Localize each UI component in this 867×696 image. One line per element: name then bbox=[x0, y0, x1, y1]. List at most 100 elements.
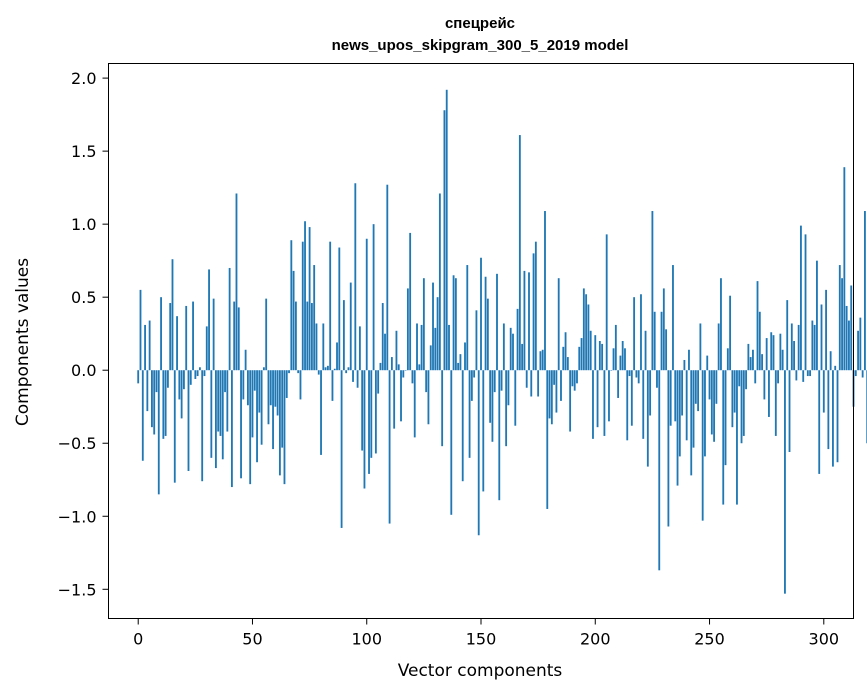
bar bbox=[374, 370, 377, 454]
bar bbox=[850, 285, 853, 371]
bar bbox=[306, 301, 309, 371]
bar bbox=[317, 370, 320, 375]
y-tick-label: 0.5 bbox=[71, 288, 96, 307]
bar bbox=[578, 346, 581, 371]
bar bbox=[265, 298, 268, 371]
bar bbox=[425, 370, 428, 393]
bar bbox=[669, 370, 672, 426]
bar bbox=[790, 323, 793, 371]
bar bbox=[518, 135, 521, 371]
bar bbox=[505, 370, 508, 447]
bar bbox=[539, 351, 542, 371]
bar bbox=[697, 370, 700, 412]
bar bbox=[411, 370, 414, 384]
bar bbox=[592, 370, 594, 439]
bar bbox=[685, 370, 688, 441]
bar bbox=[185, 305, 188, 371]
bar bbox=[345, 370, 348, 374]
bar bbox=[208, 269, 210, 371]
bar bbox=[466, 265, 469, 371]
bar bbox=[146, 370, 149, 412]
bar bbox=[338, 247, 341, 371]
bar bbox=[758, 311, 761, 371]
bar bbox=[388, 370, 391, 524]
bar bbox=[256, 370, 258, 463]
bar bbox=[610, 370, 613, 371]
bar bbox=[304, 221, 306, 371]
bar bbox=[523, 270, 526, 371]
x-tick-label: 200 bbox=[580, 630, 611, 649]
bar bbox=[240, 370, 242, 479]
bar bbox=[464, 342, 466, 371]
bar bbox=[441, 370, 444, 447]
bar bbox=[281, 370, 284, 448]
bar bbox=[779, 333, 782, 371]
bar bbox=[836, 370, 839, 463]
bar bbox=[178, 370, 181, 400]
bar bbox=[381, 303, 384, 371]
bar bbox=[358, 326, 361, 371]
bar bbox=[534, 241, 537, 371]
bar bbox=[653, 311, 656, 371]
bar bbox=[237, 307, 240, 371]
bar bbox=[187, 370, 190, 471]
bar bbox=[470, 370, 473, 401]
bar bbox=[624, 348, 626, 371]
y-tick-label: 1.0 bbox=[71, 215, 96, 234]
bar bbox=[544, 211, 546, 371]
bar bbox=[514, 370, 517, 426]
bar bbox=[722, 370, 725, 505]
bar bbox=[786, 300, 789, 371]
bar bbox=[214, 370, 217, 469]
x-tick-label: 250 bbox=[694, 630, 725, 649]
bar bbox=[809, 370, 811, 377]
bar bbox=[658, 370, 661, 571]
bar bbox=[818, 370, 821, 474]
bar bbox=[251, 370, 254, 438]
bar bbox=[363, 370, 366, 489]
bar bbox=[784, 370, 786, 594]
bar bbox=[402, 370, 405, 378]
bar bbox=[608, 370, 610, 422]
bar bbox=[841, 278, 843, 371]
bar bbox=[710, 370, 713, 435]
bar bbox=[253, 370, 256, 391]
bar bbox=[324, 367, 327, 371]
bar bbox=[854, 370, 857, 377]
bar bbox=[230, 370, 233, 488]
bar bbox=[717, 323, 720, 371]
bar bbox=[838, 265, 841, 371]
bar bbox=[226, 370, 229, 432]
bar bbox=[834, 365, 837, 371]
bar bbox=[141, 370, 144, 461]
bar bbox=[605, 234, 608, 371]
bar bbox=[260, 370, 263, 445]
bar bbox=[594, 335, 597, 371]
bar bbox=[459, 354, 462, 371]
bar bbox=[386, 184, 389, 371]
bar bbox=[749, 357, 752, 371]
bar bbox=[662, 288, 665, 371]
bar bbox=[297, 370, 300, 374]
bar bbox=[194, 370, 197, 379]
bar bbox=[626, 370, 629, 441]
bar bbox=[555, 370, 558, 413]
bar bbox=[199, 367, 201, 371]
bar bbox=[614, 324, 617, 371]
bar bbox=[299, 370, 302, 400]
bar bbox=[820, 304, 823, 371]
bar bbox=[480, 257, 482, 371]
bar bbox=[409, 232, 412, 371]
bar bbox=[649, 370, 652, 416]
bar bbox=[246, 370, 249, 406]
bar bbox=[678, 370, 681, 457]
bar bbox=[491, 370, 494, 442]
bar bbox=[532, 253, 535, 371]
bar bbox=[493, 370, 496, 393]
bar bbox=[566, 357, 569, 371]
bar bbox=[772, 335, 775, 371]
bar bbox=[473, 370, 476, 378]
bar bbox=[795, 370, 798, 381]
chart-title: спецрейс bbox=[445, 15, 515, 32]
bar bbox=[258, 370, 261, 413]
